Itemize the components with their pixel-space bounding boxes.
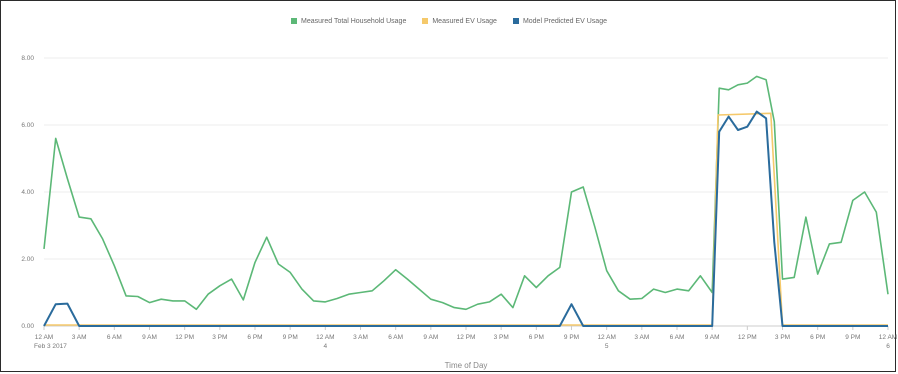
x-tick-label: 3 AM [353,334,368,341]
chart-legend: Measured Total Household Usage Measured … [0,14,898,28]
x-axis-title: Time of Day [445,361,488,370]
x-tick-label: 3 PM [494,334,509,341]
legend-swatch-model-predicted-ev [512,18,519,24]
grid-lines [44,57,888,327]
x-tick-label: 12 AM [316,334,334,341]
y-tick-label: 8.00 [21,55,34,62]
legend-swatch-measured-ev [422,18,429,24]
x-tick-label: 6 PM [529,334,544,341]
x-tick-sublabel: 6 [886,343,890,350]
x-tick-label: 12 AM [597,334,615,341]
x-tick-label: 6 AM [670,334,685,341]
legend-item-measured-ev[interactable]: Measured EV Usage [422,14,497,28]
x-tick-label: 12 PM [175,334,194,341]
series-lines [43,75,889,327]
legend-swatch-total-household [291,18,298,24]
x-tick-label: 12 AM [35,334,53,341]
series-line-measured-ev [44,112,888,326]
x-tick-label: 12 PM [738,334,757,341]
legend-item-model-predicted-ev[interactable]: Model Predicted EV Usage [512,14,607,28]
x-tick-label: 9 AM [142,334,157,341]
x-tick-label: 9 PM [845,334,860,341]
x-tick-sublabel: 4 [324,343,328,350]
x-tick-label: 6 AM [107,334,122,341]
x-tick-label: 3 PM [212,334,227,341]
y-tick-label: 6.00 [21,122,34,129]
x-tick-label: 3 AM [634,334,649,341]
x-tick-sublabel: Feb 3 2017 [34,343,67,350]
x-tick-label: 6 PM [810,334,825,341]
legend-label-measured-ev: Measured EV Usage [432,17,497,25]
series-line-model-predicted-ev [43,110,888,327]
x-tick-label: 9 PM [283,334,298,341]
legend-item-total-household[interactable]: Measured Total Household Usage [291,14,406,28]
x-tick-sublabel: 5 [605,343,609,350]
x-tick-label: 12 PM [457,334,476,341]
legend-label-model-predicted-ev: Model Predicted EV Usage [522,17,607,25]
tick-labels: 0.00 2.00 4.00 6.00 8.00 12 AM Feb 3 2017 3 AM 6… [21,55,897,350]
x-tick-label: 6 PM [247,334,262,341]
x-tick-label: 6 AM [388,334,403,341]
series-line-total-household [43,75,889,311]
legend-label-total-household: Measured Total Household Usage [301,17,407,25]
y-tick-label: 2.00 [21,256,34,263]
x-tick-label: 9 AM [423,334,438,341]
x-tick-label: 3 PM [775,334,790,341]
x-tick-label: 9 PM [564,334,579,341]
y-tick-label: 0.00 [21,323,34,330]
x-tick-label: 9 AM [705,334,720,341]
x-tick-label: 12 AM [879,334,897,341]
y-tick-label: 4.00 [21,189,34,196]
x-tick-label: 3 AM [72,334,87,341]
